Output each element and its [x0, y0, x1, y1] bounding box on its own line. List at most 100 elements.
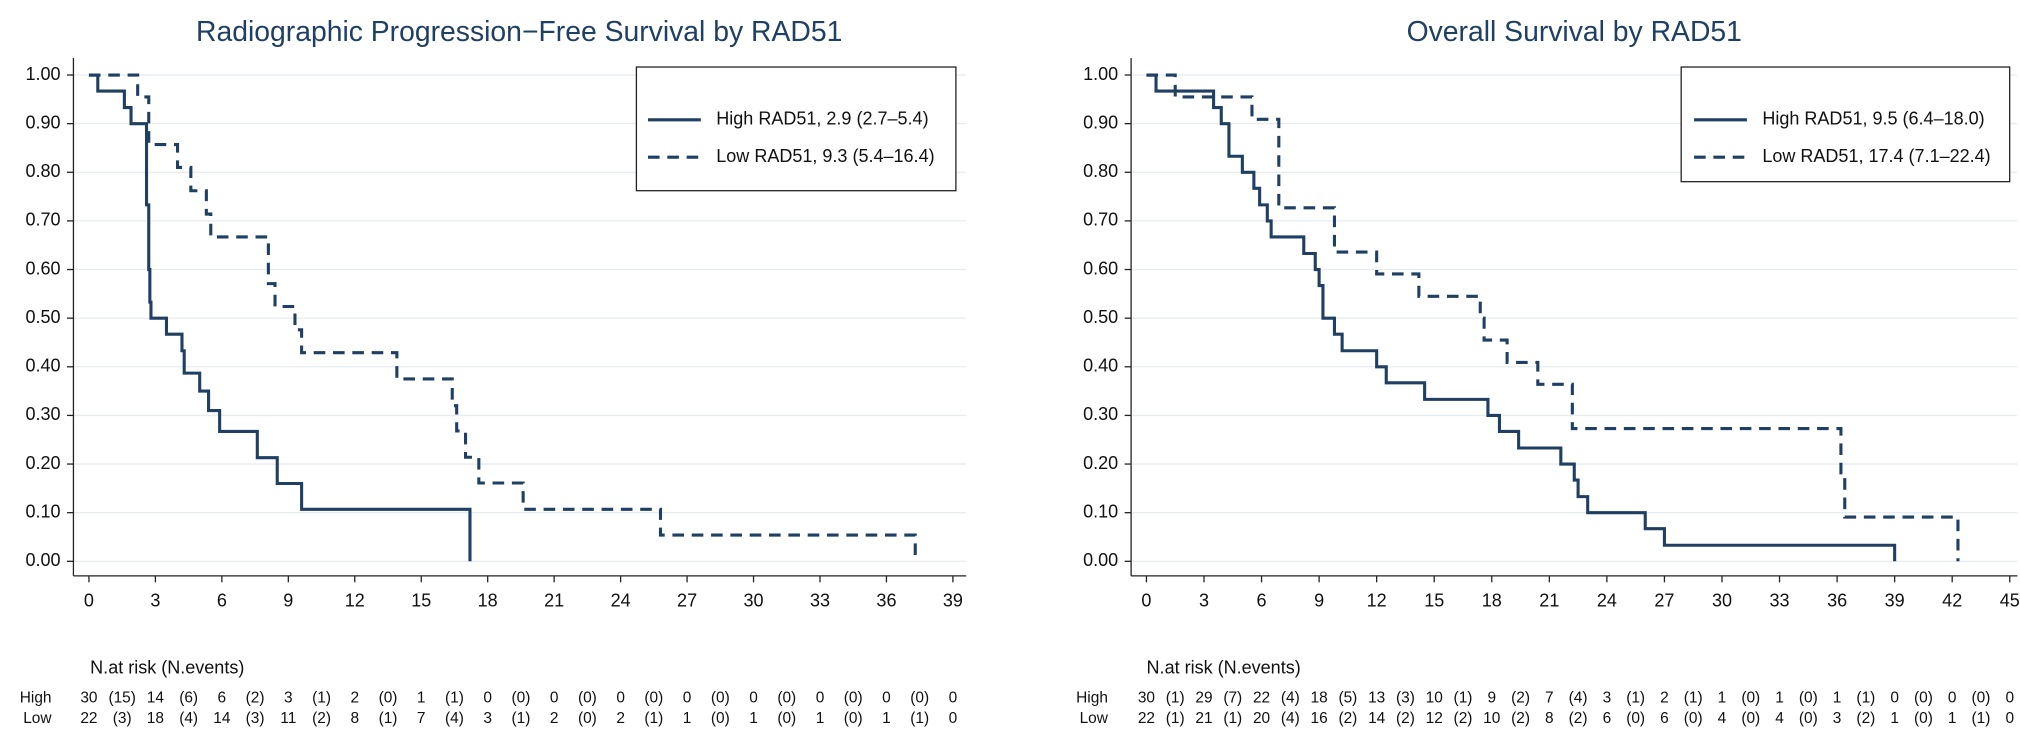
at-risk-count: 3 — [1603, 689, 1612, 706]
y-tick-label: 0.40 — [25, 356, 60, 376]
event-count: (1) — [1626, 689, 1645, 706]
event-count: (2) — [1569, 710, 1588, 727]
event-count: (2) — [1511, 689, 1530, 706]
x-tick-label: 30 — [1712, 590, 1732, 610]
survival-curve — [88, 73, 472, 562]
event-count: (1) — [1166, 710, 1185, 727]
at-risk-count: 29 — [1195, 689, 1212, 706]
event-count: (1) — [312, 689, 331, 706]
at-risk-count: 1 — [882, 710, 891, 727]
y-tick-label: 1.00 — [25, 64, 60, 84]
event-count: (1) — [910, 710, 929, 727]
event-count: (5) — [1338, 689, 1357, 706]
at-risk-count: 22 — [1253, 689, 1270, 706]
y-tick-label: 0.00 — [1083, 550, 1118, 570]
event-count: (0) — [1914, 689, 1933, 706]
event-count: (0) — [1972, 689, 1991, 706]
y-tick-label: 0.60 — [25, 258, 60, 278]
y-tick-label: 0.40 — [1083, 356, 1118, 376]
event-count: (4) — [445, 710, 464, 727]
at-risk-count: 30 — [1138, 689, 1155, 706]
at-risk-count: 6 — [1660, 710, 1669, 727]
event-count: (3) — [113, 710, 132, 727]
x-tick-label: 3 — [150, 590, 160, 610]
y-tick-label: 0.70 — [25, 210, 60, 230]
x-tick-label: 33 — [810, 590, 830, 610]
x-tick-label: 39 — [1885, 590, 1905, 610]
at-risk-count: 14 — [1368, 710, 1386, 727]
at-risk-count: 3 — [483, 710, 492, 727]
at-risk-count: 14 — [213, 710, 231, 727]
event-count: (2) — [1454, 710, 1473, 727]
event-count: (1) — [511, 710, 530, 727]
x-tick-label: 0 — [1141, 590, 1151, 610]
x-tick-label: 15 — [411, 590, 431, 610]
x-tick-label: 12 — [345, 590, 365, 610]
at-risk-count: 0 — [816, 689, 825, 706]
at-risk-count: 1 — [1833, 689, 1842, 706]
event-count: (0) — [711, 710, 730, 727]
at-risk-count: 0 — [550, 689, 559, 706]
risk-table-title: N.at risk (N.events) — [90, 657, 244, 677]
event-count: (1) — [1223, 710, 1242, 727]
at-risk-count: 8 — [1545, 710, 1554, 727]
at-risk-count: 0 — [882, 689, 891, 706]
event-count: (1) — [1856, 689, 1875, 706]
event-count: (4) — [179, 710, 198, 727]
at-risk-count: 0 — [949, 689, 958, 706]
event-count: (0) — [1799, 689, 1818, 706]
at-risk-count: 1 — [1948, 710, 1957, 727]
y-tick-label: 0.20 — [25, 453, 60, 473]
at-risk-count: 1 — [749, 710, 758, 727]
legend-box — [635, 66, 957, 192]
y-tick-label: 0.00 — [25, 550, 60, 570]
y-tick-label: 0.30 — [1083, 404, 1118, 424]
event-count: (1) — [379, 710, 398, 727]
event-count: (0) — [578, 689, 597, 706]
x-tick-label: 21 — [544, 590, 564, 610]
event-count: (4) — [1569, 689, 1588, 706]
at-risk-count: 1 — [683, 710, 692, 727]
at-risk-count: 21 — [1195, 710, 1212, 727]
survival-curve — [88, 73, 917, 562]
y-tick-label: 0.80 — [1083, 161, 1118, 181]
at-risk-count: 4 — [1775, 710, 1784, 727]
event-count: (0) — [379, 689, 398, 706]
at-risk-count: 2 — [616, 710, 625, 727]
event-count: (0) — [844, 689, 863, 706]
at-risk-count: 1 — [1718, 689, 1727, 706]
at-risk-count: 18 — [147, 710, 164, 727]
at-risk-count: 0 — [483, 689, 492, 706]
at-risk-count: 10 — [1426, 689, 1443, 706]
at-risk-count: 30 — [80, 689, 97, 706]
event-count: (0) — [511, 689, 530, 706]
at-risk-count: 4 — [1718, 710, 1727, 727]
x-tick-label: 33 — [1770, 590, 1790, 610]
risk-row-label: Low — [1080, 710, 1109, 727]
x-tick-label: 9 — [1314, 590, 1324, 610]
event-count: (3) — [1396, 689, 1415, 706]
x-tick-label: 36 — [1827, 590, 1847, 610]
at-risk-count: 1 — [417, 689, 426, 706]
x-tick-label: 21 — [1539, 590, 1559, 610]
at-risk-count: 14 — [147, 689, 165, 706]
at-risk-count: 13 — [1368, 689, 1385, 706]
legend-label: High RAD51, 2.9 (2.7–5.4) — [716, 109, 928, 129]
x-tick-label: 27 — [677, 590, 697, 610]
event-count: (7) — [1223, 689, 1242, 706]
risk-table-title: N.at risk (N.events) — [1147, 657, 1301, 677]
at-risk-count: 11 — [280, 710, 296, 727]
at-risk-count: 22 — [1138, 710, 1155, 727]
event-count: (2) — [1511, 710, 1530, 727]
x-tick-label: 0 — [84, 590, 94, 610]
at-risk-count: 2 — [1660, 689, 1669, 706]
at-risk-count: 6 — [218, 689, 227, 706]
y-tick-label: 0.20 — [1083, 453, 1118, 473]
at-risk-count: 0 — [1948, 689, 1957, 706]
event-count: (1) — [1166, 689, 1185, 706]
event-count: (0) — [777, 689, 796, 706]
event-count: (2) — [246, 689, 265, 706]
risk-row-label: Low — [23, 710, 52, 727]
at-risk-count: 16 — [1311, 710, 1328, 727]
